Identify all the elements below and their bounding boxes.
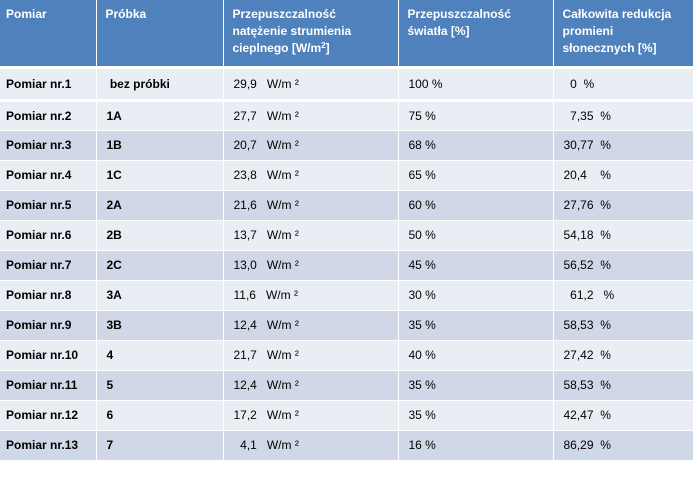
cell-probka: 4 [95, 340, 223, 371]
cell-heat: 23,8 W/m ² [222, 160, 398, 191]
cell-heat: 13,0 W/m ² [222, 250, 398, 281]
cell-pomiar: Pomiar nr.1 [0, 67, 96, 102]
cell-heat: 12,4 W/m ² [222, 310, 398, 341]
cell-light: 75 % [397, 100, 553, 131]
table-row: Pomiar nr.3 1B 20,7 W/m ² 68 % 30,77 % [0, 130, 693, 161]
table-row: Pomiar nr.9 3B 12,4 W/m ² 35 % 58,53 % [0, 310, 693, 341]
cell-reduction: 20,4 % [552, 160, 693, 191]
cell-pomiar: Pomiar nr.8 [0, 280, 96, 311]
cell-probka: 3A [95, 280, 223, 311]
cell-pomiar: Pomiar nr.11 [0, 370, 96, 401]
table-row: Pomiar nr.7 2C 13,0 W/m ² 45 % 56,52 % [0, 250, 693, 281]
cell-heat: 4,1 W/m ² [222, 430, 398, 461]
cell-heat: 20,7 W/m ² [222, 130, 398, 161]
cell-light: 35 % [397, 370, 553, 401]
cell-pomiar: Pomiar nr.10 [0, 340, 96, 371]
cell-reduction: 61,2 % [552, 280, 693, 311]
cell-pomiar: Pomiar nr.12 [0, 400, 96, 431]
cell-reduction: 7,35 % [552, 100, 693, 131]
cell-heat: 12,4 W/m ² [222, 370, 398, 401]
cell-light: 16 % [397, 430, 553, 461]
header-heat-transmittance: Przepuszczalność natężenie strumienia ci… [222, 0, 398, 69]
measurements-table: Pomiar Próbka Przepuszczalność natężenie… [0, 0, 693, 461]
cell-heat: 27,7 W/m ² [222, 100, 398, 131]
cell-heat: 21,7 W/m ² [222, 340, 398, 371]
table-row: Pomiar nr.4 1C 23,8 W/m ² 65 % 20,4 % [0, 160, 693, 191]
header-probka: Próbka [95, 0, 223, 69]
cell-light: 45 % [397, 250, 553, 281]
cell-pomiar: Pomiar nr.13 [0, 430, 96, 461]
table-row: Pomiar nr.5 2A 21,6 W/m ² 60 % 27,76 % [0, 190, 693, 221]
header-solar-reduction: Całkowita redukcja promieni słonecznych … [552, 0, 693, 69]
cell-reduction: 0 % [552, 67, 693, 102]
header-heat-transmittance-sup: 2 [321, 41, 326, 50]
cell-reduction: 58,53 % [552, 370, 693, 401]
cell-heat: 17,2 W/m ² [222, 400, 398, 431]
cell-probka: 1B [95, 130, 223, 161]
cell-light: 35 % [397, 400, 553, 431]
cell-probka: 2B [95, 220, 223, 251]
cell-light: 60 % [397, 190, 553, 221]
header-row: Pomiar Próbka Przepuszczalność natężenie… [0, 0, 693, 69]
cell-pomiar: Pomiar nr.6 [0, 220, 96, 251]
cell-reduction: 56,52 % [552, 250, 693, 281]
cell-pomiar: Pomiar nr.3 [0, 130, 96, 161]
cell-probka: 3B [95, 310, 223, 341]
cell-light: 68 % [397, 130, 553, 161]
cell-reduction: 86,29 % [552, 430, 693, 461]
table-header: Pomiar Próbka Przepuszczalność natężenie… [0, 0, 693, 69]
cell-light: 100 % [397, 67, 553, 102]
cell-light: 50 % [397, 220, 553, 251]
cell-reduction: 27,42 % [552, 340, 693, 371]
cell-probka: 1C [95, 160, 223, 191]
table-row: Pomiar nr.1 bez próbki 29,9 W/m ² 100 % … [0, 67, 693, 102]
cell-probka: 6 [95, 400, 223, 431]
cell-probka: 5 [95, 370, 223, 401]
cell-light: 40 % [397, 340, 553, 371]
cell-heat: 21,6 W/m ² [222, 190, 398, 221]
cell-reduction: 42,47 % [552, 400, 693, 431]
table-row: Pomiar nr.10 4 21,7 W/m ² 40 % 27,42 % [0, 340, 693, 371]
cell-probka: 2C [95, 250, 223, 281]
header-light-transmittance: Przepuszczalność światła [%] [397, 0, 553, 69]
cell-heat: 11,6 W/m ² [222, 280, 398, 311]
cell-light: 35 % [397, 310, 553, 341]
cell-reduction: 54,18 % [552, 220, 693, 251]
cell-pomiar: Pomiar nr.2 [0, 100, 96, 131]
table-row: Pomiar nr.6 2B 13,7 W/m ² 50 % 54,18 % [0, 220, 693, 251]
table-row: Pomiar nr.8 3A 11,6 W/m ² 30 % 61,2 % [0, 280, 693, 311]
cell-heat: 29,9 W/m ² [222, 67, 398, 102]
cell-pomiar: Pomiar nr.4 [0, 160, 96, 191]
cell-reduction: 58,53 % [552, 310, 693, 341]
cell-probka: 7 [95, 430, 223, 461]
table-row: Pomiar nr.12 6 17,2 W/m ² 35 % 42,47 % [0, 400, 693, 431]
table-row: Pomiar nr.2 1A 27,7 W/m ² 75 % 7,35 % [0, 100, 693, 131]
cell-light: 65 % [397, 160, 553, 191]
table-row: Pomiar nr.11 5 12,4 W/m ² 35 % 58,53 % [0, 370, 693, 401]
cell-light: 30 % [397, 280, 553, 311]
cell-heat: 13,7 W/m ² [222, 220, 398, 251]
table-body: Pomiar nr.1 bez próbki 29,9 W/m ² 100 % … [0, 67, 693, 461]
cell-probka: bez próbki [95, 67, 223, 102]
header-heat-transmittance-end: ] [325, 41, 330, 55]
cell-pomiar: Pomiar nr.5 [0, 190, 96, 221]
header-heat-transmittance-text: Przepuszczalność natężenie strumienia ci… [232, 7, 352, 55]
header-pomiar: Pomiar [0, 0, 96, 69]
cell-probka: 1A [95, 100, 223, 131]
cell-reduction: 27,76 % [552, 190, 693, 221]
cell-probka: 2A [95, 190, 223, 221]
table-row: Pomiar nr.13 7 4,1 W/m ² 16 % 86,29 % [0, 430, 693, 461]
cell-pomiar: Pomiar nr.9 [0, 310, 96, 341]
cell-reduction: 30,77 % [552, 130, 693, 161]
cell-pomiar: Pomiar nr.7 [0, 250, 96, 281]
